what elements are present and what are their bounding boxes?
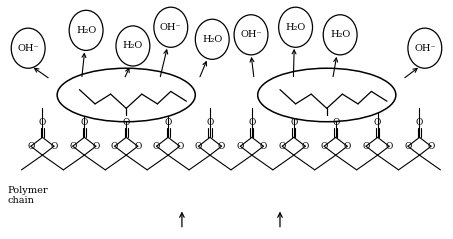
Ellipse shape bbox=[258, 68, 396, 122]
Text: O: O bbox=[153, 142, 160, 151]
Text: O: O bbox=[343, 142, 351, 151]
Text: H₂O: H₂O bbox=[330, 30, 350, 39]
Text: O: O bbox=[427, 142, 435, 151]
Text: O: O bbox=[260, 142, 267, 151]
Text: O: O bbox=[362, 142, 370, 151]
Text: O: O bbox=[134, 142, 141, 151]
Text: O: O bbox=[50, 142, 58, 151]
Ellipse shape bbox=[69, 10, 103, 50]
Text: O: O bbox=[279, 142, 286, 151]
Ellipse shape bbox=[234, 15, 268, 55]
Text: O: O bbox=[111, 142, 118, 151]
Text: OH⁻: OH⁻ bbox=[17, 44, 39, 53]
Text: O: O bbox=[195, 142, 202, 151]
Text: O: O bbox=[374, 118, 381, 127]
Text: OH⁻: OH⁻ bbox=[160, 23, 182, 32]
Text: O: O bbox=[69, 142, 77, 151]
Text: H₂O: H₂O bbox=[285, 23, 306, 32]
Text: OH⁻: OH⁻ bbox=[240, 30, 262, 39]
Text: OH⁻: OH⁻ bbox=[414, 44, 436, 53]
Ellipse shape bbox=[195, 19, 229, 59]
Text: O: O bbox=[92, 142, 100, 151]
Text: O: O bbox=[218, 142, 225, 151]
Text: O: O bbox=[27, 142, 34, 151]
Text: H₂O: H₂O bbox=[123, 41, 143, 50]
Text: O: O bbox=[320, 142, 328, 151]
Ellipse shape bbox=[279, 7, 313, 47]
Text: Polymer
chain: Polymer chain bbox=[7, 185, 48, 205]
Text: O: O bbox=[39, 118, 46, 127]
Text: H₂O: H₂O bbox=[202, 35, 222, 44]
Text: O: O bbox=[176, 142, 183, 151]
Text: O: O bbox=[206, 118, 214, 127]
Ellipse shape bbox=[11, 28, 45, 68]
Ellipse shape bbox=[116, 26, 150, 66]
Text: O: O bbox=[332, 118, 339, 127]
Text: O: O bbox=[164, 118, 172, 127]
Text: H₂O: H₂O bbox=[76, 26, 96, 35]
Text: O: O bbox=[248, 118, 255, 127]
Text: O: O bbox=[404, 142, 412, 151]
Ellipse shape bbox=[408, 28, 442, 68]
Ellipse shape bbox=[154, 7, 188, 47]
Ellipse shape bbox=[323, 15, 357, 55]
Text: O: O bbox=[302, 142, 309, 151]
Text: O: O bbox=[290, 118, 298, 127]
Ellipse shape bbox=[57, 68, 195, 122]
Text: O: O bbox=[386, 142, 393, 151]
Text: O: O bbox=[122, 118, 130, 127]
Text: O: O bbox=[416, 118, 423, 127]
Text: O: O bbox=[81, 118, 88, 127]
Text: O: O bbox=[236, 142, 244, 151]
